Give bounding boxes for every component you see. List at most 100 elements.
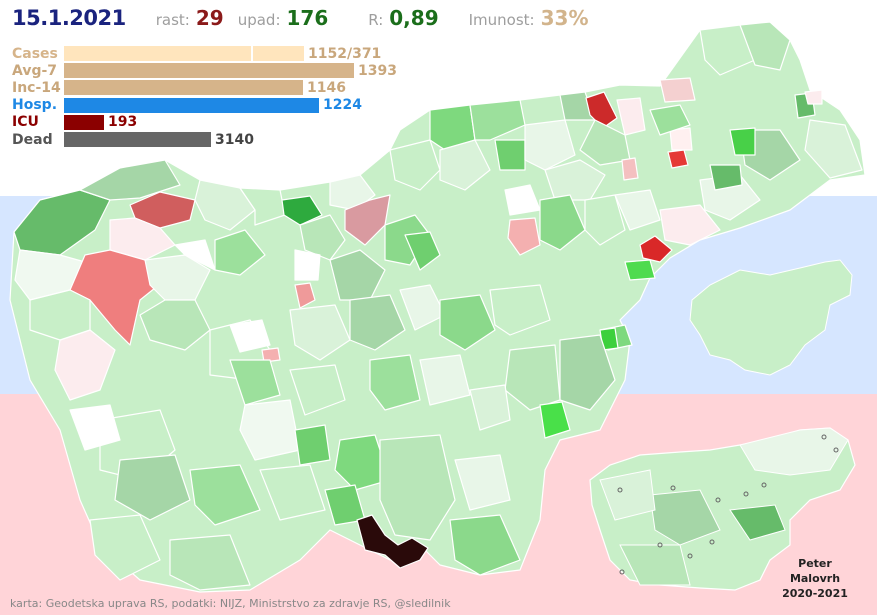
municipality <box>544 159 606 201</box>
stat-row-icu: ICU 193 <box>12 114 137 131</box>
municipality <box>69 404 121 451</box>
author-credit: Peter Malovrh 2020-2021 <box>780 556 850 601</box>
r-label: R: <box>368 11 384 29</box>
stat-row-inc14: Inc-14 1146 <box>12 79 346 96</box>
stat-bar <box>64 132 211 147</box>
municipality <box>289 304 351 361</box>
municipality <box>189 464 261 526</box>
municipality <box>369 354 421 411</box>
municipality <box>404 231 441 271</box>
immunity-label: Imunost: <box>468 11 535 29</box>
municipality <box>329 249 386 301</box>
municipality <box>449 514 521 576</box>
stat-value: 1152/371 <box>308 45 382 62</box>
municipality <box>454 454 511 511</box>
municipality <box>169 534 251 591</box>
stat-label: Dead <box>12 131 53 148</box>
municipality <box>389 139 441 191</box>
municipality <box>659 204 721 246</box>
stat-bar <box>64 80 303 96</box>
stat-bar <box>64 63 354 79</box>
municipality <box>469 99 526 141</box>
municipality <box>539 401 571 439</box>
mini-region <box>729 504 786 541</box>
mini-map-overview <box>689 259 853 376</box>
municipality <box>294 282 316 309</box>
municipality <box>439 139 491 191</box>
municipality <box>624 259 656 281</box>
municipality <box>294 249 321 281</box>
stat-label: Hosp. <box>12 97 58 114</box>
mini-map-city-dots <box>617 434 839 575</box>
municipality <box>584 194 626 246</box>
municipality <box>239 187 286 226</box>
municipality <box>616 97 646 136</box>
municipality <box>524 119 576 171</box>
municipality <box>649 104 691 136</box>
municipality <box>507 217 541 256</box>
stat-bar <box>64 46 304 61</box>
stat-value: 1146 <box>307 79 346 96</box>
municipality <box>349 294 406 351</box>
author-first-name: Peter <box>798 557 832 570</box>
stat-label: ICU <box>12 114 39 131</box>
municipality <box>29 289 91 341</box>
municipality <box>294 424 331 466</box>
cases-split-marker <box>251 46 253 61</box>
stat-label: Avg-7 <box>12 62 58 79</box>
municipality <box>639 235 673 263</box>
municipality <box>709 164 743 191</box>
municipality <box>259 464 326 521</box>
municipality <box>699 24 756 76</box>
municipality-regions <box>9 21 866 593</box>
rise-label: rast: <box>155 11 190 29</box>
municipality <box>669 127 693 151</box>
municipality <box>469 384 511 431</box>
municipality <box>579 119 631 166</box>
municipality <box>79 159 181 201</box>
municipality <box>804 119 863 179</box>
mini-region <box>739 427 849 476</box>
stat-row-hosp: Hosp. 1224 <box>12 97 362 114</box>
municipality <box>229 319 271 353</box>
author-last-name: Malovrh <box>789 572 841 585</box>
municipality <box>419 354 471 406</box>
stat-bar <box>64 114 104 130</box>
stat-label: Inc-14 <box>12 79 61 96</box>
stat-row-dead: Dead 3140 <box>12 131 254 148</box>
municipality <box>489 284 551 336</box>
municipality <box>804 89 823 105</box>
municipality <box>659 77 696 103</box>
fall-label: upad: <box>237 11 281 29</box>
mini-region <box>649 489 721 546</box>
municipality <box>114 454 191 521</box>
stat-row-avg7: Avg-7 1393 <box>12 62 397 79</box>
municipality <box>89 514 161 581</box>
stat-value: 193 <box>108 114 138 131</box>
municipality <box>261 347 281 363</box>
header-stats: 15.1.2021 rast: 29 upad: 176 R: 0,89 Imu… <box>12 6 588 36</box>
mini-region <box>599 469 656 521</box>
municipality <box>214 229 266 276</box>
stat-value: 1224 <box>323 97 362 114</box>
r-value: 0,89 <box>389 6 439 30</box>
municipality <box>281 195 323 226</box>
stat-value: 3140 <box>215 131 254 148</box>
municipality <box>585 91 618 129</box>
immunity-value: 33% <box>540 6 589 30</box>
municipality <box>334 434 391 491</box>
mini-region <box>619 544 691 586</box>
municipality <box>739 21 791 71</box>
municipality <box>229 359 281 406</box>
fall-value: 176 <box>286 6 329 30</box>
municipality <box>614 189 661 231</box>
source-credit: karta: Geodetska uprava RS, podatki: NIJ… <box>10 597 451 610</box>
stat-label: Cases <box>12 45 58 62</box>
municipality <box>621 157 639 181</box>
stat-row-cases: Cases 1152/371 <box>12 45 381 62</box>
municipality <box>239 399 301 461</box>
municipality <box>356 514 429 569</box>
stat-bar <box>64 97 319 113</box>
stat-value: 1393 <box>358 62 397 79</box>
